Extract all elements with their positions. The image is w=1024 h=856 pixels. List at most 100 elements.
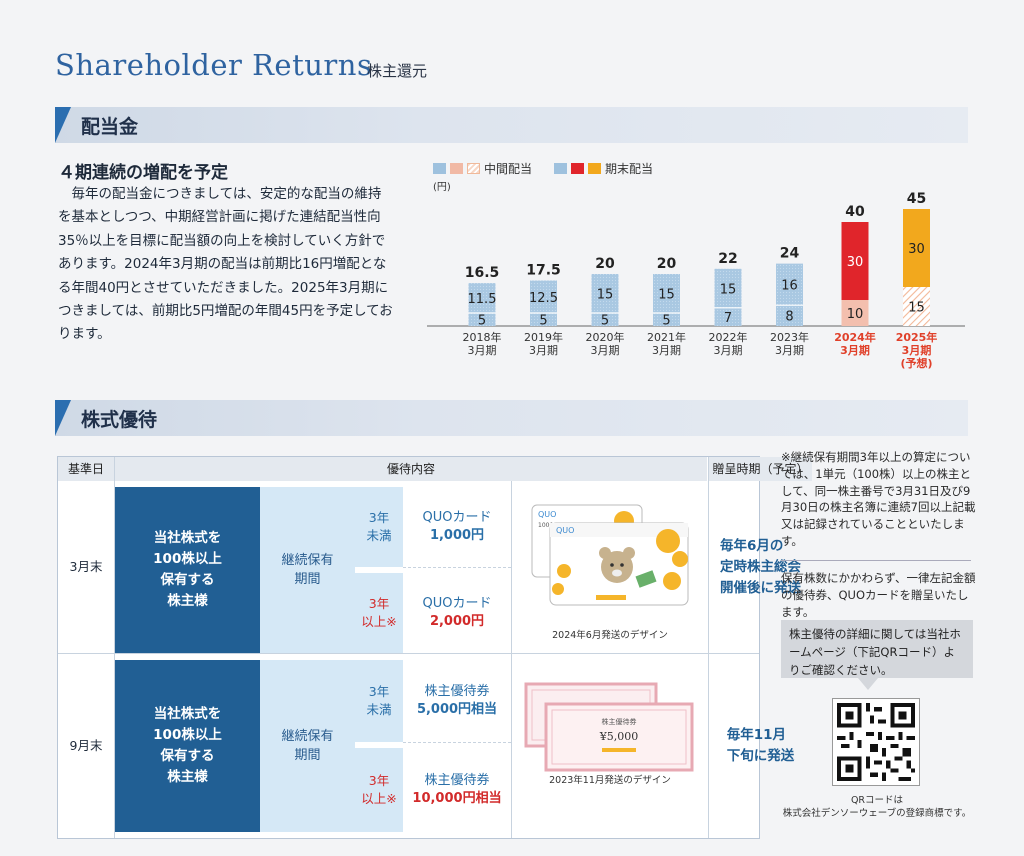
qr-caption-line: QRコードは bbox=[850, 795, 904, 806]
dividend-subhead: ４期連続の増配を予定 bbox=[58, 163, 228, 183]
tick-label: 3月期 bbox=[902, 343, 932, 357]
uniform-amount-note: 保有株数にかかわらず、一律左記金額の優待券、QUOカードを贈呈いたします。 bbox=[781, 571, 976, 619]
quo-card-image: QUO 1000 QUO bbox=[531, 504, 689, 606]
period-line: 継続保有 bbox=[281, 729, 334, 744]
timing-line: 下旬に発送 bbox=[726, 748, 795, 764]
bar-final bbox=[530, 280, 557, 313]
legend-swatch-blue-2 bbox=[554, 163, 568, 174]
bar-final bbox=[468, 283, 496, 313]
timing-september: 毎年11月 下旬に発送 bbox=[708, 654, 812, 838]
voucher-value: ¥5,000 bbox=[599, 730, 639, 743]
qr-code-icon[interactable] bbox=[832, 698, 920, 786]
section-label-dividend: 配当金 bbox=[81, 116, 139, 138]
page-title: Shareholder Returns bbox=[55, 48, 373, 82]
data-label-total: 17.5 bbox=[526, 263, 561, 279]
bar-interim bbox=[530, 313, 557, 326]
period-cell-september: 継続保有 期間 bbox=[260, 660, 355, 832]
data-label-total: 20 bbox=[595, 256, 615, 272]
timing-line: 開催後に発送 bbox=[720, 579, 801, 596]
prize-item: 株主優待券 bbox=[424, 773, 490, 788]
tier-years-september-1: 3年 未満 bbox=[355, 660, 403, 742]
data-label-total: 20 bbox=[657, 256, 677, 272]
tick-label: 2025年 bbox=[896, 330, 938, 344]
data-label-interim: 5 bbox=[539, 314, 547, 329]
bar-final bbox=[591, 274, 619, 313]
prize-item: QUOカード bbox=[422, 596, 492, 611]
years-line: 3年 bbox=[368, 510, 390, 525]
holder-line: 当社株式を bbox=[153, 706, 222, 722]
years-line: 3年 bbox=[368, 773, 390, 788]
data-label-final: 16 bbox=[781, 278, 798, 293]
row-date-march: 3月末 bbox=[58, 481, 115, 653]
tick-label: 3月期 bbox=[714, 344, 743, 357]
years-line: 未満 bbox=[366, 702, 392, 717]
holder-cell-september: 当社株式を 100株以上 保有する 株主様 bbox=[115, 660, 260, 832]
tick-label: 3月期 bbox=[468, 344, 497, 357]
bar-interim bbox=[776, 305, 803, 326]
bar-interim bbox=[903, 287, 930, 326]
bar-final bbox=[653, 274, 680, 313]
prize-march-1: QUOカード 1,000円 bbox=[403, 487, 511, 568]
legend-final-label: 期末配当 bbox=[605, 162, 654, 176]
section-label-benefits: 株式優待 bbox=[81, 409, 158, 431]
info-box-pointer bbox=[858, 678, 878, 690]
data-label-interim: 10 bbox=[847, 307, 864, 322]
prize-amount: 5,000円相当 bbox=[416, 702, 498, 717]
tick-label: 2024年 bbox=[834, 330, 876, 344]
dividend-chart: 511.516.52018年3月期512.517.52019年3月期515202… bbox=[427, 191, 965, 370]
prize-amount: 1,000円 bbox=[429, 528, 485, 543]
image-caption: 2024年6月発送のデザイン bbox=[552, 630, 668, 641]
data-label-total: 45 bbox=[907, 191, 926, 207]
data-label-interim: 5 bbox=[478, 314, 486, 329]
data-label-final: 30 bbox=[908, 242, 925, 257]
tick-label: 3月期 bbox=[840, 343, 870, 357]
legend-swatch-hatch bbox=[467, 163, 480, 174]
holder-line: 保有する bbox=[160, 572, 215, 588]
bar-interim bbox=[468, 313, 496, 326]
period-cell-march: 継続保有 期間 bbox=[260, 487, 355, 653]
bar-interim bbox=[714, 307, 742, 326]
legend-swatch-yellow bbox=[588, 163, 602, 174]
tick-label: 2023年 bbox=[770, 330, 809, 344]
tick-label: 2021年 bbox=[647, 330, 686, 344]
qr-caption-line: 株式会社デンソーウェーブの登録商標です。 bbox=[782, 808, 972, 819]
timing-line: 定時株主総会 bbox=[720, 558, 801, 575]
holder-line: 株主様 bbox=[167, 769, 208, 785]
tick-label: 3月期 bbox=[775, 344, 804, 357]
legend-interim-label: 中間配当 bbox=[484, 162, 533, 176]
data-label-final: 15 bbox=[597, 288, 614, 303]
info-box: 株主優待の詳細に関しては当社ホームページ（下記QRコード）よりご確認ください。 bbox=[781, 620, 973, 678]
prize-amount: 2,000円 bbox=[429, 614, 485, 629]
card-brand: QUO bbox=[538, 510, 556, 519]
chart-legend: 中間配当 期末配当 bbox=[433, 160, 653, 177]
years-line: 以上※ bbox=[361, 614, 397, 629]
prize-march-2: QUOカード 2,000円 bbox=[403, 573, 511, 653]
legend-swatch-red bbox=[571, 163, 585, 174]
bar-final bbox=[841, 222, 869, 300]
header-timing: 贈呈時期（予定） bbox=[708, 457, 812, 481]
page-subtitle: 株主還元 bbox=[367, 62, 428, 80]
data-label-interim: 5 bbox=[601, 314, 609, 329]
data-label-final: 11.5 bbox=[468, 292, 497, 307]
benefits-table: 基準日 優待内容 贈呈時期（予定） 3月末 当社株式を 100株以上 保有する … bbox=[57, 456, 812, 839]
bar-final bbox=[776, 263, 803, 306]
image-caption: 2023年11月発送のデザイン bbox=[549, 775, 671, 786]
image-cell-march: QUO 1000 QUO 2024年6月発送のデザイン bbox=[511, 481, 708, 653]
image-cell-september: 株主優待券 ¥5,000 2023年11月発送のデザイン bbox=[511, 654, 708, 838]
years-line: 未満 bbox=[366, 528, 392, 543]
prize-amount: 10,000円相当 bbox=[412, 791, 502, 806]
bar-final bbox=[903, 209, 930, 287]
bar-interim bbox=[841, 300, 869, 326]
data-label-final: 15 bbox=[658, 288, 675, 303]
data-label-interim: 5 bbox=[662, 314, 670, 329]
holder-line: 当社株式を bbox=[153, 530, 222, 546]
data-label-interim: 15 bbox=[908, 301, 925, 316]
data-label-total: 24 bbox=[780, 246, 800, 262]
section-marker-icon bbox=[55, 400, 71, 436]
period-line: 期間 bbox=[294, 572, 321, 587]
bar-final bbox=[714, 268, 742, 308]
holder-line: 保有する bbox=[160, 748, 215, 764]
period-line: 期間 bbox=[294, 748, 321, 763]
holder-cell-march: 当社株式を 100株以上 保有する 株主様 bbox=[115, 487, 260, 653]
header-content: 優待内容 bbox=[115, 457, 707, 481]
